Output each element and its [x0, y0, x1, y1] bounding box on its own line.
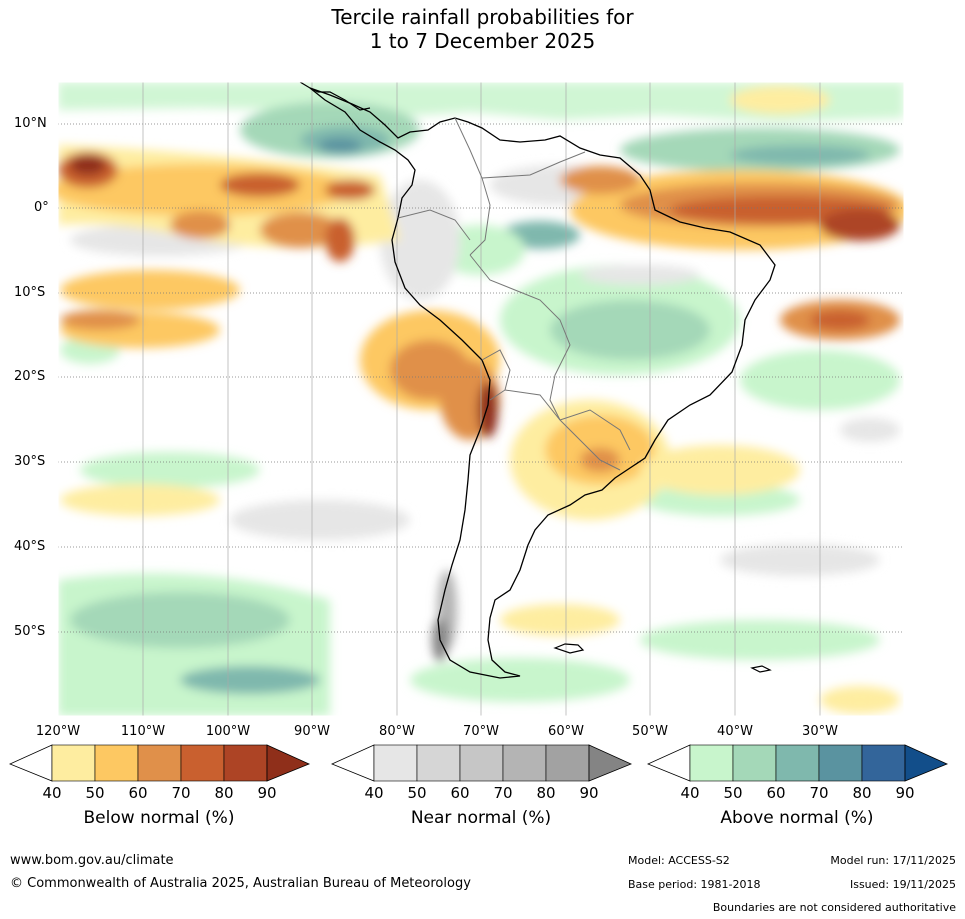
- colorbar-above-tick: 40: [680, 784, 700, 802]
- colorbar-below-title: Below normal (%): [83, 808, 235, 828]
- lon-label: 120°W: [35, 724, 81, 739]
- lat-label: 10°S: [14, 285, 46, 300]
- lon-label: 100°W: [205, 724, 251, 739]
- lat-label: 50°S: [14, 624, 46, 639]
- colorbar-below-tick: 90: [257, 784, 277, 802]
- lat-label: 30°S: [14, 454, 46, 469]
- lon-label: 80°W: [379, 724, 415, 739]
- colorbar-above-title: Above normal (%): [720, 808, 874, 828]
- footer-model-run: Model run: 17/11/2025: [830, 854, 956, 867]
- country-boundaries: [397, 117, 631, 471]
- colorbar-above-tick: 70: [809, 784, 829, 802]
- colorbar-near-tick: 80: [536, 784, 556, 802]
- colorbar-below-tick: 50: [85, 784, 105, 802]
- lon-label: 110°W: [120, 724, 166, 739]
- footer-disclaimer: Boundaries are not considered authoritat…: [712, 901, 956, 914]
- south-america-coastline: [309, 87, 776, 679]
- probability-field: [58, 82, 904, 716]
- footer-base-period: Base period: 1981-2018: [628, 878, 761, 891]
- lat-label: 0°: [34, 200, 49, 215]
- colorbar-above-tick: 60: [766, 784, 786, 802]
- lon-label: 70°W: [463, 724, 499, 739]
- footer-website: www.bom.gov.au/climate: [10, 853, 174, 868]
- lon-label: 60°W: [548, 724, 584, 739]
- lon-label: 50°W: [632, 724, 668, 739]
- colorbar-near-tick: 60: [450, 784, 470, 802]
- colorbar-below-tick: 70: [171, 784, 191, 802]
- colorbar-below-tick: 60: [128, 784, 148, 802]
- footer-model: Model: ACCESS-S2: [628, 854, 730, 867]
- lat-label: 20°S: [14, 369, 46, 384]
- colorbar-above-tick: 90: [895, 784, 915, 802]
- colorbar-below-tick: 80: [214, 784, 234, 802]
- colorbar-near-title: Near normal (%): [410, 808, 552, 828]
- colorbar-above-tick: 80: [852, 784, 872, 802]
- colorbar-near: [330, 744, 633, 782]
- lon-label: 90°W: [294, 724, 330, 739]
- colorbar-below: [8, 744, 311, 782]
- footer-issued: Issued: 19/11/2025: [849, 878, 956, 891]
- lat-label: 10°N: [14, 116, 47, 131]
- title-line-1: Tercile rainfall probabilities for: [331, 5, 634, 29]
- lon-label: 30°W: [802, 724, 838, 739]
- colorbar-above: [646, 744, 949, 782]
- colorbar-near-tick: 90: [579, 784, 599, 802]
- footer-copyright: © Commonwealth of Australia 2025, Austra…: [10, 876, 471, 891]
- colorbar-near-tick: 70: [493, 784, 513, 802]
- lon-label: 40°W: [717, 724, 753, 739]
- title-line-2: 1 to 7 December 2025: [369, 29, 596, 53]
- colorbar-above-tick: 50: [723, 784, 743, 802]
- lat-label: 40°S: [14, 539, 46, 554]
- colorbar-near-tick: 40: [364, 784, 384, 802]
- colorbar-near-tick: 50: [407, 784, 427, 802]
- colorbar-below-tick: 40: [42, 784, 62, 802]
